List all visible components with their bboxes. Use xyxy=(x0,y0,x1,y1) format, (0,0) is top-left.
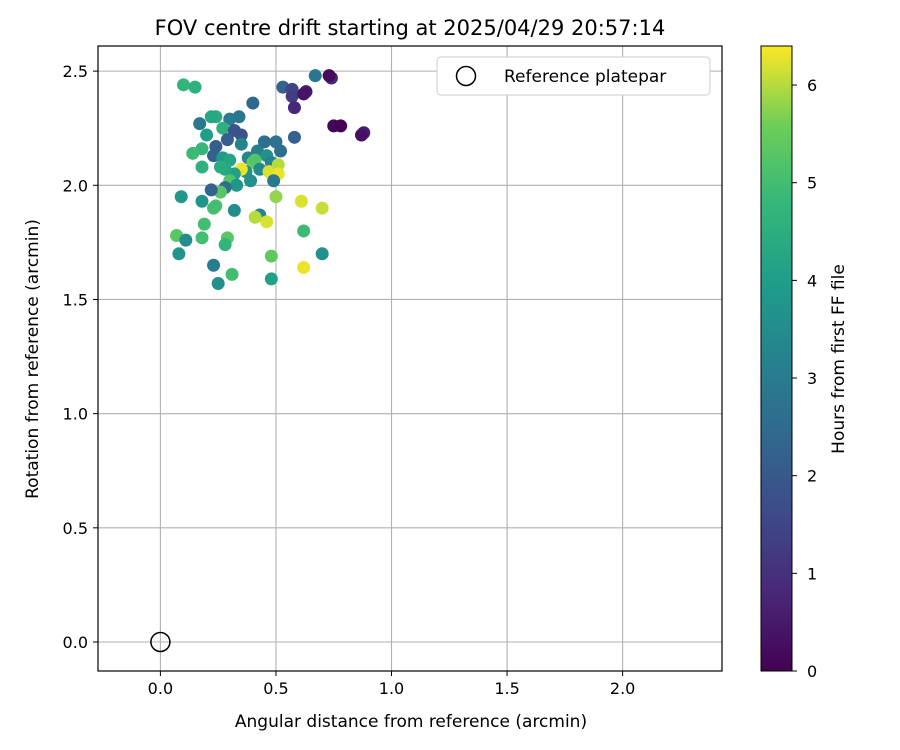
reference-platepar-marker xyxy=(150,631,171,653)
y-axis-label: Rotation from reference (arcmin) xyxy=(23,219,43,499)
scatter-point xyxy=(213,160,227,174)
plot-frame xyxy=(97,45,723,672)
scatter-point xyxy=(232,110,246,124)
scatter-point xyxy=(234,137,248,151)
scatter-point xyxy=(244,174,258,188)
colorbar-tick-label: 1 xyxy=(807,564,817,583)
colorbar-tick-label: 2 xyxy=(807,467,817,486)
scatter-point xyxy=(287,101,301,115)
scatter-point xyxy=(179,233,193,247)
scatter-point xyxy=(195,231,209,245)
colorbar-tick-label: 0 xyxy=(807,662,817,681)
scatter-point xyxy=(186,146,200,160)
scatter-point xyxy=(267,174,281,188)
x-tick-label: 1.0 xyxy=(379,679,404,698)
scatter-point xyxy=(297,261,311,275)
scatter-point xyxy=(264,249,278,263)
scatter-point xyxy=(334,119,348,133)
scatter-point xyxy=(264,272,278,286)
scatter-point xyxy=(246,96,260,110)
scatter-point xyxy=(220,133,234,147)
scatter-point xyxy=(197,217,211,231)
colorbar-ticks: 0 1 2 3 4 5 6 xyxy=(792,76,817,681)
scatter-point xyxy=(177,78,191,92)
scatter-point xyxy=(234,128,248,142)
y-tick-label: 2.0 xyxy=(63,176,88,195)
scatter-point xyxy=(260,215,274,229)
scatter-point xyxy=(274,144,288,158)
scatter-point xyxy=(308,69,322,83)
scatter-point xyxy=(315,201,329,215)
colorbar-tick-label: 6 xyxy=(807,76,817,95)
y-tick-label: 2.5 xyxy=(63,62,88,81)
x-tick-label: 0.5 xyxy=(263,679,288,698)
scatter-point xyxy=(193,117,207,131)
scatter-point xyxy=(216,121,230,135)
legend-label: Reference platepar xyxy=(504,67,666,87)
scatter-point xyxy=(322,69,336,83)
scatter-point xyxy=(225,267,239,281)
scatter-point xyxy=(195,160,209,174)
scatter-point xyxy=(211,276,225,290)
scatter-point xyxy=(188,80,202,94)
y-tick-label: 1.5 xyxy=(63,290,88,309)
scatter-point xyxy=(174,190,188,204)
scatter-point xyxy=(248,210,262,224)
colorbar xyxy=(760,45,793,672)
colorbar-tick-label: 4 xyxy=(807,271,817,290)
colorbar-tick-label: 5 xyxy=(807,174,817,193)
scatter-point xyxy=(207,258,221,272)
scatter-point xyxy=(294,194,308,208)
scatter-point xyxy=(297,87,311,101)
y-tick-label: 0.0 xyxy=(63,633,88,652)
scatter-point xyxy=(195,194,209,208)
scatter-points xyxy=(170,69,371,290)
scatter-point xyxy=(315,247,329,261)
scatter-point xyxy=(287,130,301,144)
legend-marker xyxy=(455,65,477,87)
legend: Reference platepar xyxy=(436,56,711,96)
scatter-point xyxy=(227,203,241,217)
scatter-point xyxy=(204,110,218,124)
y-tick-label: 0.5 xyxy=(63,519,88,538)
scatter-point xyxy=(230,178,244,192)
scatter-point xyxy=(354,128,368,142)
colorbar-label: Hours from first FF file xyxy=(829,264,849,454)
scatter-point xyxy=(269,190,283,204)
x-tick-label: 2.0 xyxy=(610,679,635,698)
scatter-point xyxy=(285,89,299,103)
scatter-point xyxy=(257,135,271,149)
x-tick-label: 1.5 xyxy=(494,679,519,698)
scatter-point xyxy=(297,224,311,238)
scatter-point xyxy=(271,158,285,172)
scatter-point xyxy=(204,183,218,197)
y-axis-ticks: 0.0 0.5 1.0 1.5 2.0 2.5 xyxy=(63,62,98,652)
colorbar-tick-label: 3 xyxy=(807,369,817,388)
scatter-point xyxy=(207,201,221,215)
x-axis-ticks: 0.0 0.5 1.0 1.5 2.0 xyxy=(148,671,635,698)
scatter-point xyxy=(172,247,186,261)
scatter-point xyxy=(200,128,214,142)
scatter-point xyxy=(218,238,232,252)
x-axis-label: Angular distance from reference (arcmin) xyxy=(235,712,587,732)
y-tick-label: 1.0 xyxy=(63,405,88,424)
x-tick-label: 0.0 xyxy=(148,679,173,698)
chart-title: FOV centre drift starting at 2025/04/29 … xyxy=(155,16,666,40)
legend-box xyxy=(436,56,711,96)
